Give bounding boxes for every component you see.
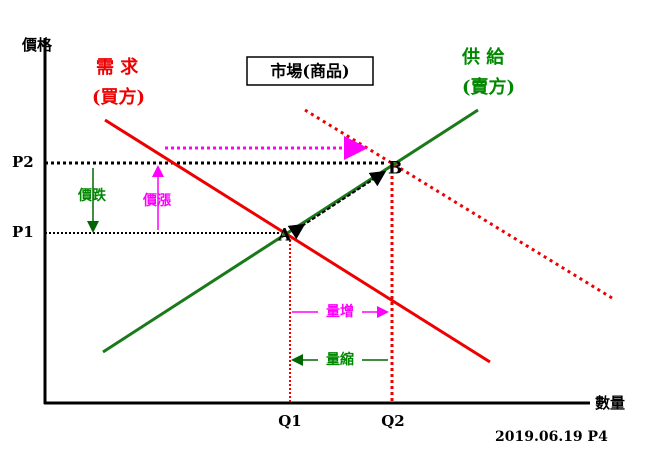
qty-down: 量縮 (326, 351, 354, 368)
point-a: A (277, 226, 292, 246)
point-b: B (388, 159, 402, 179)
demand-label: 需 求 (96, 56, 139, 78)
ab-arrow (287, 170, 387, 240)
market-label: 市場(商品) (270, 62, 349, 81)
q1-label: Q1 (278, 412, 302, 430)
axes (43, 38, 590, 405)
x-label: 數量 (595, 394, 625, 412)
supply-label: 供 給 (461, 46, 505, 68)
q2-label: Q2 (381, 412, 405, 430)
demand-line (104, 118, 491, 364)
price-rise: 價漲 (142, 192, 172, 209)
p2-label: P2 (12, 153, 34, 171)
supply-sublabel: (賣方) (462, 76, 515, 98)
footer: 2019.06.19 P4 (495, 429, 608, 445)
y-label: 價格 (21, 36, 53, 54)
demand-shifted-line (304, 108, 613, 300)
p1-label: P1 (12, 223, 34, 241)
demand-sublabel: (買方) (92, 86, 145, 108)
qty-up: 量增 (326, 303, 354, 320)
market-box (246, 56, 374, 86)
price-fall: 價跌 (77, 187, 107, 204)
